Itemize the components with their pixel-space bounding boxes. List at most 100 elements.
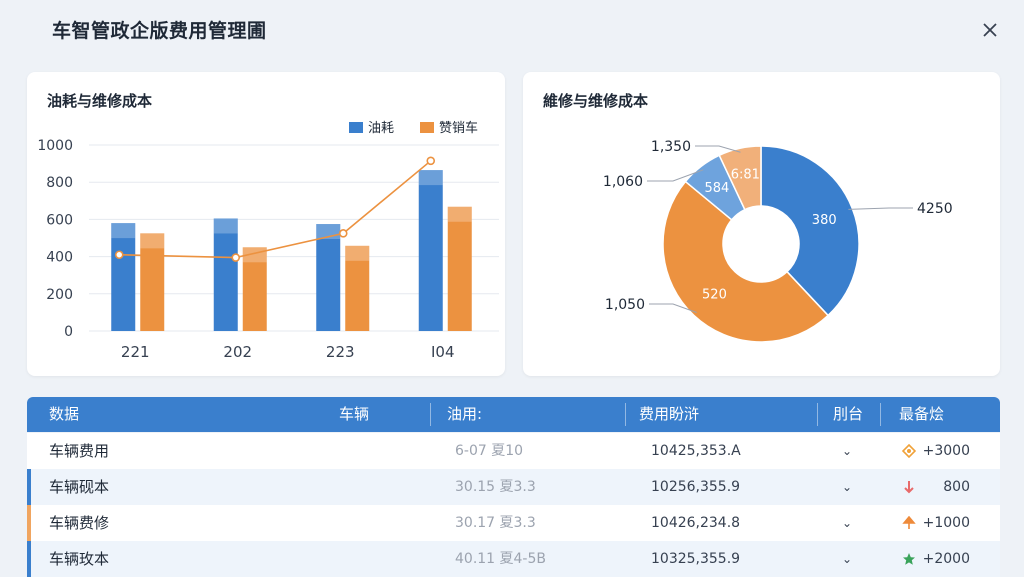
- bar-oil: [213, 218, 238, 331]
- legend-swatch-oil: [349, 122, 363, 133]
- column-header-data[interactable]: 数据: [49, 405, 80, 423]
- callout-line: [647, 169, 704, 182]
- row-oil: 30.15 夏3.3: [455, 479, 536, 495]
- moon-logo-icon: [23, 19, 34, 41]
- arrow-up-icon: [902, 515, 916, 530]
- bar-oil: [111, 223, 136, 331]
- row-oil: 40.11 夏4-5B: [455, 551, 546, 567]
- row-delta: 800: [943, 479, 970, 495]
- bar-oil: [316, 224, 341, 331]
- x-tick-label: I04: [431, 343, 455, 361]
- row-accent-bar: [27, 541, 31, 577]
- star-icon: [902, 552, 916, 566]
- callout-line: [649, 303, 697, 313]
- callout-label: 1,060: [603, 174, 643, 190]
- row-cost: 10256,355.9: [651, 479, 741, 495]
- bar-cost: [345, 245, 370, 331]
- trend-point: [426, 156, 436, 166]
- callout-line: [695, 145, 741, 153]
- row-oil: 6-07 夏10: [455, 443, 524, 459]
- bar-oil-highlight: [111, 223, 136, 239]
- row-cost: 10325,355.9: [651, 551, 741, 567]
- slice-label: 6:81: [731, 168, 760, 183]
- row-name: 车辆费修: [49, 514, 110, 532]
- table-row[interactable]: 车辆费修 30.17 夏3.3 10426,234.8 ⌄ +1000: [27, 505, 1000, 541]
- y-tick-label: 800: [46, 175, 73, 191]
- table-row[interactable]: 车辆费用 6-07 夏10 10425,353.A ⌄ +3000: [27, 433, 1000, 469]
- callout-label: 1,350: [651, 139, 691, 155]
- legend-swatch-cost: [420, 122, 434, 133]
- column-header-platform[interactable]: 刖台: [833, 405, 864, 423]
- bar-cost: [140, 233, 165, 331]
- page-title: 车智管政企版费用管理圃: [52, 20, 267, 42]
- chevron-down-icon[interactable]: ⌄: [842, 516, 853, 530]
- row-delta: +3000: [922, 443, 970, 459]
- legend-label-oil: 油耗: [368, 121, 394, 136]
- row-delta: +2000: [922, 551, 970, 567]
- bar-cost-highlight: [140, 233, 165, 249]
- row-name: 车辆砚本: [49, 478, 110, 496]
- slice-label: 584: [704, 181, 729, 196]
- x-tick-label: 202: [223, 343, 252, 361]
- diamond-icon: [901, 443, 917, 459]
- donut-slice: [760, 145, 860, 317]
- slice-label: 520: [702, 288, 727, 303]
- donut-slice: [662, 180, 830, 343]
- bar-oil-highlight: [213, 218, 238, 234]
- row-accent-bar: [27, 433, 31, 469]
- bar-cost: [242, 247, 267, 331]
- table-header: 数据 车辆 油用: 费用盼浒 刖台 最备烩: [27, 397, 1000, 432]
- header-divider: [430, 403, 431, 426]
- row-accent-bar: [27, 469, 31, 505]
- row-delta: +1000: [922, 515, 970, 531]
- donut-chart-card: 維修与维修成本 380 520 584 6:81 4250 1,050 1,060 1,350: [523, 72, 1000, 376]
- column-header-vehicle[interactable]: 车辆: [339, 405, 370, 423]
- bar-cost: [447, 206, 472, 331]
- y-tick-label: 1000: [37, 138, 73, 154]
- trend-point: [231, 253, 241, 262]
- column-header-latest[interactable]: 最备烩: [899, 405, 945, 423]
- y-tick-label: 0: [64, 324, 73, 340]
- close-icon[interactable]: [978, 18, 1002, 42]
- header-divider: [817, 403, 818, 426]
- column-header-cost[interactable]: 费用盼浒: [639, 405, 700, 423]
- arrow-down-icon: [902, 480, 916, 494]
- callout-line: [848, 207, 913, 210]
- y-tick-label: 400: [46, 250, 73, 266]
- row-cost: 10425,353.A: [651, 443, 741, 459]
- bar-chart-card: 油耗与维修成本 1000 800 600 400 200 0 221 202 223 I04 油耗 赞…: [27, 72, 505, 376]
- bar-oil: [418, 170, 443, 331]
- column-header-oil[interactable]: 油用:: [447, 405, 483, 423]
- header-divider: [625, 403, 626, 426]
- app-header: 车智管政企版费用管理圃: [0, 0, 1024, 62]
- row-accent-bar: [27, 505, 31, 541]
- y-tick-label: 200: [46, 287, 73, 303]
- bar-cost-highlight: [345, 245, 370, 261]
- callout-label: 1,050: [605, 297, 645, 313]
- chevron-down-icon[interactable]: ⌄: [842, 552, 853, 566]
- chevron-down-icon[interactable]: ⌄: [842, 480, 853, 494]
- slice-label: 380: [812, 213, 837, 228]
- table-row[interactable]: 车辆砚本 30.15 夏3.3 10256,355.9 ⌄ 800: [27, 469, 1000, 505]
- legend-label-cost: 赞销车: [439, 120, 478, 136]
- table-row[interactable]: 车辆玫本 40.11 夏4-5B 10325,355.9 ⌄ +2000: [27, 541, 1000, 577]
- row-name: 车辆玫本: [49, 550, 110, 568]
- donut-slice: [718, 145, 762, 211]
- header-divider: [880, 403, 881, 426]
- trend-point: [114, 250, 124, 260]
- y-tick-label: 600: [46, 212, 73, 228]
- bar-chart: 1000 800 600 400 200 0 221 202 223 I04 油耗 赞销车: [37, 120, 499, 361]
- x-tick-label: 221: [121, 343, 150, 361]
- bar-cost-highlight: [242, 247, 267, 263]
- row-cost: 10426,234.8: [651, 515, 741, 531]
- callout-label: 4250: [917, 201, 953, 217]
- row-oil: 30.17 夏3.3: [455, 515, 536, 531]
- chevron-down-icon[interactable]: ⌄: [842, 444, 853, 458]
- trend-line: [119, 160, 432, 259]
- bar-oil-highlight: [418, 170, 443, 186]
- trend-point: [338, 229, 348, 238]
- bar-cost-highlight: [447, 206, 472, 222]
- x-tick-label: 223: [326, 343, 355, 361]
- bar-chart-title: 油耗与维修成本: [47, 92, 153, 110]
